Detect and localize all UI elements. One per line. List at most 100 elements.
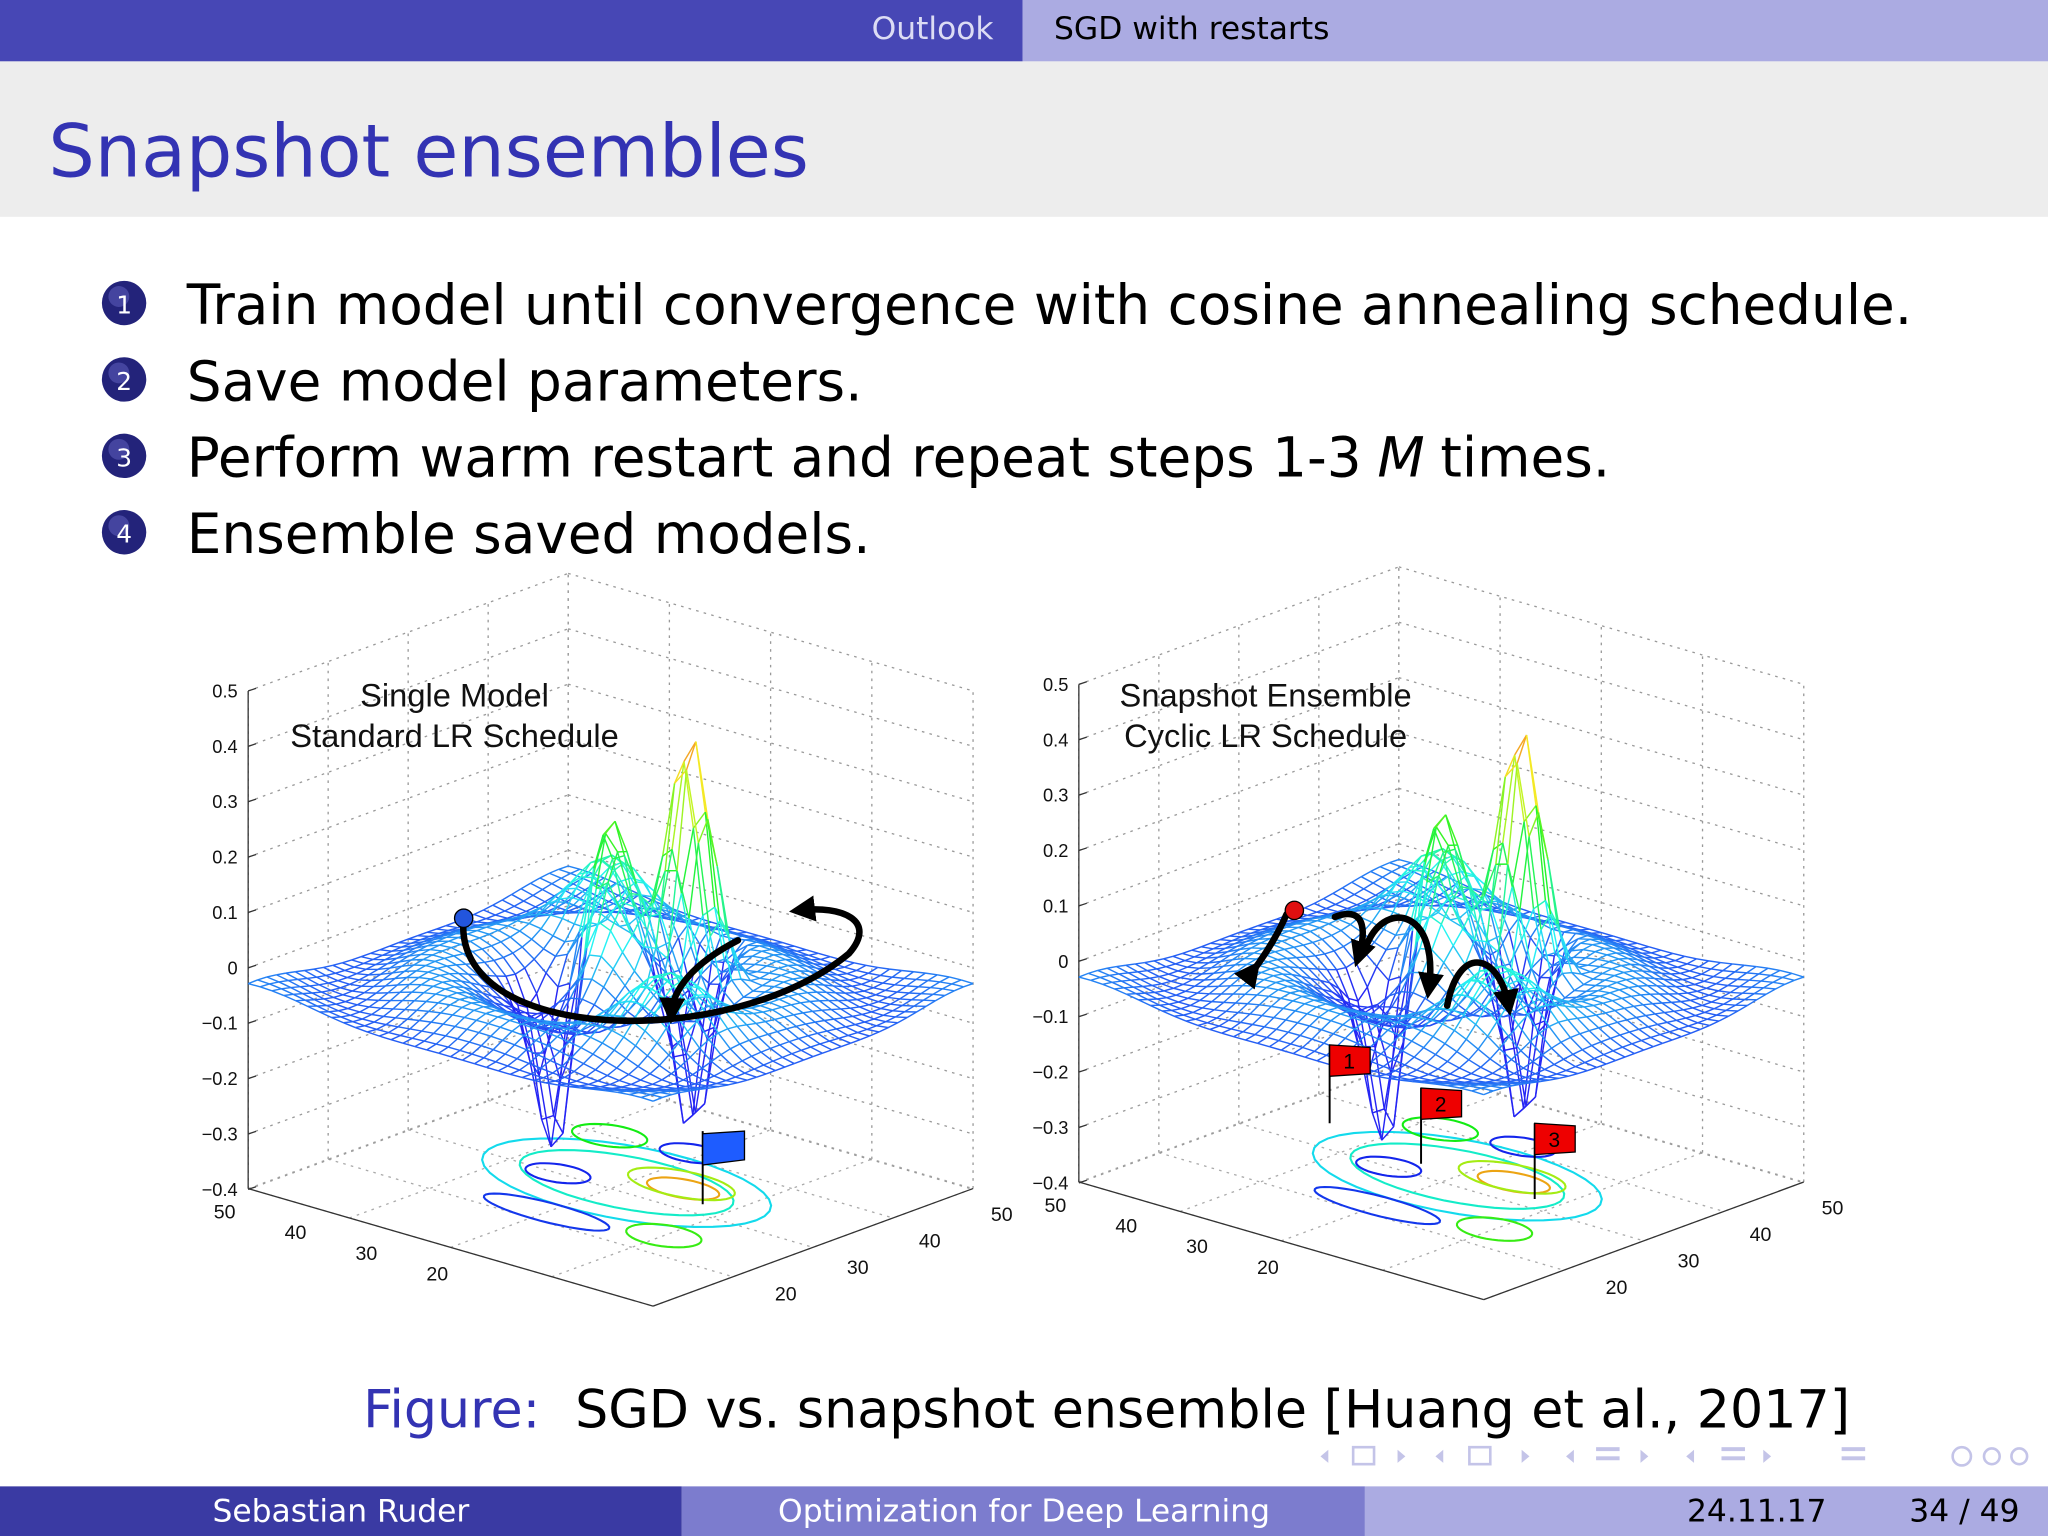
nav-arrows[interactable] (1320, 1449, 1772, 1463)
mesh-line (915, 978, 928, 982)
mesh-line (328, 1011, 342, 1018)
nav-icons[interactable] (1320, 1445, 2029, 1467)
mesh-line (1735, 998, 1746, 1006)
mesh-line (1418, 1009, 1429, 1019)
mesh-line (451, 979, 465, 988)
contour (1311, 1130, 1603, 1222)
mesh-line (894, 977, 905, 986)
mesh-line (821, 1008, 832, 1011)
mesh-line (338, 1007, 349, 1012)
mesh-line (511, 893, 524, 902)
mesh-line (345, 1000, 358, 1006)
mesh-line (1399, 866, 1410, 878)
mesh-line (804, 984, 818, 993)
mesh-line (1597, 989, 1611, 994)
mesh-line (302, 992, 313, 995)
mesh-line (454, 1025, 468, 1030)
mesh-line (1298, 967, 1312, 980)
mesh-line (318, 984, 332, 992)
mesh-line (1574, 989, 1587, 993)
mesh-line (1268, 989, 1279, 997)
mesh-line (379, 945, 390, 951)
mesh-line (326, 1003, 337, 1007)
nav-section[interactable]: SGD with restarts (1054, 11, 1329, 47)
mesh-line (787, 949, 797, 952)
mesh-line (1621, 963, 1631, 967)
mesh-line (1323, 1033, 1334, 1044)
mesh-line (1741, 986, 1753, 994)
nav-section-icon[interactable] (1596, 1456, 1620, 1461)
mesh-line (1481, 1085, 1491, 1089)
mesh-line (801, 957, 812, 961)
mesh-line (1600, 1041, 1614, 1052)
start-point (1284, 900, 1305, 921)
mesh-line (473, 913, 487, 920)
mesh-line (425, 964, 438, 970)
mesh-line (758, 1036, 771, 1049)
z-tick-label: 0.2 (212, 847, 237, 868)
mesh-line (1661, 972, 1671, 975)
mesh-line (944, 990, 955, 997)
mesh-line (731, 979, 745, 998)
nav-doc-icon[interactable] (1721, 1456, 1745, 1461)
nav-menu[interactable] (1841, 1456, 1866, 1461)
z-tick (247, 1019, 257, 1024)
mesh-line (1307, 967, 1321, 981)
mesh-line (345, 997, 356, 1003)
mesh-line (1671, 1000, 1681, 1004)
mesh-line (899, 998, 912, 1001)
mesh-line (712, 989, 723, 1006)
mesh-line (1223, 964, 1236, 968)
mesh-line (1619, 1031, 1630, 1036)
nav-section[interactable]: Outlook (872, 11, 995, 47)
nav-forward[interactable] (2010, 1447, 2029, 1466)
mesh-line (690, 1088, 701, 1092)
mesh-line (609, 1014, 622, 1017)
mesh-line (566, 1022, 577, 1030)
mesh-line (395, 1017, 408, 1020)
mesh-line (728, 1082, 738, 1086)
mesh-line (1465, 1038, 1479, 1050)
mesh-line (1642, 970, 1655, 980)
mesh-line (309, 984, 320, 987)
mesh-line (555, 953, 568, 957)
mesh-line (1760, 974, 1771, 982)
nav-menu[interactable] (1841, 1447, 1866, 1452)
mesh-line (694, 994, 705, 997)
nav-subsection[interactable] (1468, 1445, 1492, 1466)
mesh-line (1710, 961, 1721, 970)
mesh-line (1354, 961, 1369, 988)
mesh-line (467, 973, 481, 986)
mesh-line (383, 1008, 394, 1017)
mesh-line (1541, 1047, 1552, 1056)
mesh-line (292, 993, 306, 1001)
mesh-line (526, 1049, 539, 1056)
mesh-line (1533, 899, 1546, 910)
mesh-line (1342, 946, 1357, 962)
nav-frame[interactable] (1351, 1445, 1376, 1466)
mesh-line (655, 979, 669, 993)
mesh-line (304, 968, 315, 972)
mesh-line (923, 993, 934, 1001)
mesh-line (318, 982, 329, 986)
mesh-line (1309, 1016, 1320, 1027)
mesh-line (1690, 1028, 1701, 1034)
mesh-line (616, 889, 627, 906)
nav-back[interactable] (1951, 1445, 1973, 1467)
mesh-line (1156, 966, 1167, 970)
nav-search[interactable] (1982, 1447, 2001, 1466)
mesh-line (857, 1031, 870, 1037)
mesh-line (1287, 956, 1297, 960)
mesh-line (1248, 928, 1261, 931)
mesh-line (1265, 954, 1278, 961)
mesh-line (1231, 936, 1242, 942)
mesh-line (687, 1020, 698, 1033)
mesh-line (419, 935, 430, 941)
figure: 0.50.40.30.20.10−0.1−0.2−0.3−0.450403020… (202, 566, 1843, 1307)
nav-doc-icon[interactable] (1721, 1447, 1745, 1452)
mesh-line (460, 980, 474, 991)
nav-section-icon[interactable] (1596, 1447, 1620, 1452)
mesh-line (699, 962, 713, 976)
mesh-line (1317, 919, 1330, 925)
mesh-line (370, 949, 381, 954)
